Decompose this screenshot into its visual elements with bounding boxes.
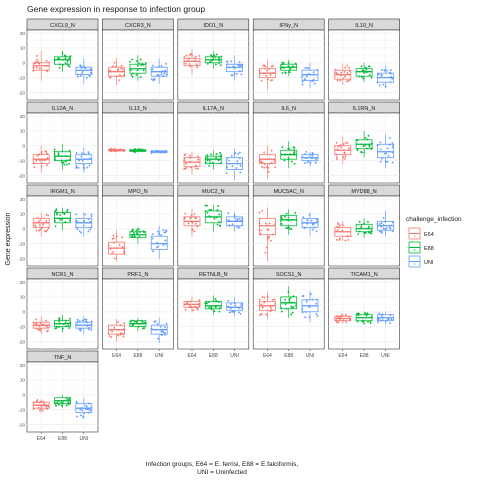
legend-entry: UNI bbox=[424, 260, 434, 266]
box bbox=[226, 302, 244, 311]
box bbox=[376, 143, 394, 159]
y-tick-label: -10 bbox=[18, 407, 25, 412]
box bbox=[183, 57, 201, 67]
box bbox=[301, 69, 319, 82]
facet-label: IL6_N bbox=[281, 106, 296, 112]
facet-label: IRGM1_N bbox=[50, 189, 74, 195]
x-tick-label: E64 bbox=[263, 353, 272, 359]
facet-label: PRF1_N bbox=[127, 272, 148, 278]
y-tick-label: 0 bbox=[22, 61, 25, 66]
y-tick-label: 0 bbox=[22, 310, 25, 315]
y-tick-label: 10 bbox=[20, 129, 26, 134]
x-tick-label: UNI bbox=[306, 353, 315, 359]
box bbox=[54, 211, 71, 224]
facet-label: MUC5AC_N bbox=[274, 189, 304, 195]
legend-entry: E64 bbox=[424, 232, 434, 238]
facet-label: RETNLB_N bbox=[199, 272, 228, 278]
box bbox=[75, 66, 93, 76]
facet-label: MYD88_N bbox=[351, 189, 376, 195]
box bbox=[280, 214, 298, 227]
x-tick-label: UNI bbox=[381, 353, 390, 359]
facet-label: MUC2_N bbox=[202, 189, 225, 195]
x-tick-label: E88 bbox=[133, 353, 142, 359]
x-tick-label: E64 bbox=[338, 353, 347, 359]
x-axis-label: Infection groups, E64 = E. ferrisi, E88 … bbox=[146, 461, 299, 468]
facet-label: IL10_N bbox=[355, 23, 373, 29]
y-tick-label: 10 bbox=[20, 295, 26, 300]
y-tick-label: -20 bbox=[18, 339, 25, 344]
facet-label: IL17A_N bbox=[203, 106, 224, 112]
legend-title: challenge_infection bbox=[406, 216, 462, 223]
facet-label: TICAM1_N bbox=[350, 272, 377, 278]
x-tick-label: UNI bbox=[230, 353, 239, 359]
chart-title: Gene expression in response to infection… bbox=[27, 4, 205, 14]
box bbox=[355, 223, 373, 233]
y-tick-label: -20 bbox=[18, 90, 25, 95]
facet-label: SOCS1_N bbox=[276, 272, 302, 278]
facet-label: IL12A_N bbox=[52, 106, 73, 112]
y-axis-label: Gene expression bbox=[5, 212, 12, 265]
x-tick-label: E64 bbox=[37, 436, 46, 442]
facet-label: IDO1_N bbox=[203, 23, 223, 29]
facet-label: TNF_N bbox=[54, 355, 72, 361]
y-tick-label: 10 bbox=[20, 46, 26, 51]
y-tick-label: 0 bbox=[22, 393, 25, 398]
y-tick-label: -20 bbox=[18, 173, 25, 178]
y-tick-label: -10 bbox=[18, 158, 25, 163]
box bbox=[258, 217, 276, 236]
box bbox=[204, 155, 222, 165]
y-tick-label: 0 bbox=[22, 227, 25, 232]
y-tick-label: 20 bbox=[20, 114, 26, 119]
y-tick-label: -20 bbox=[18, 256, 25, 261]
facet-label: IL1RN_N bbox=[353, 106, 376, 112]
y-tick-label: 10 bbox=[20, 378, 26, 383]
legend-entry: E88 bbox=[424, 246, 434, 252]
x-tick-label: E88 bbox=[209, 353, 218, 359]
box bbox=[204, 300, 222, 310]
facet-label: CXCL9_N bbox=[50, 23, 75, 29]
x-tick-label: E88 bbox=[360, 353, 369, 359]
y-tick-label: -10 bbox=[18, 75, 25, 80]
y-tick-label: 20 bbox=[20, 363, 26, 368]
facet-label: IFNy_N bbox=[279, 23, 298, 29]
y-tick-label: -20 bbox=[18, 422, 25, 427]
x-tick-label: E88 bbox=[284, 353, 293, 359]
box bbox=[54, 56, 71, 65]
x-tick-label: E88 bbox=[58, 436, 67, 442]
y-tick-label: -10 bbox=[18, 241, 25, 246]
x-axis-label: UNI = Uninfected bbox=[197, 469, 247, 476]
box bbox=[32, 62, 50, 71]
x-tick-label: E64 bbox=[188, 353, 197, 359]
y-tick-label: 20 bbox=[20, 31, 26, 36]
x-tick-label: UNI bbox=[155, 353, 164, 359]
x-tick-label: UNI bbox=[79, 436, 88, 442]
y-tick-label: 0 bbox=[22, 144, 25, 149]
y-tick-label: 20 bbox=[20, 197, 26, 202]
box bbox=[150, 235, 168, 251]
y-tick-label: 20 bbox=[20, 280, 26, 285]
facet-label: NCR1_N bbox=[51, 272, 73, 278]
facet-label: CXCR3_N bbox=[125, 23, 151, 29]
y-tick-label: -10 bbox=[18, 324, 25, 329]
facet-label: MPO_N bbox=[128, 189, 148, 195]
facet-label: IL13_N bbox=[129, 106, 147, 112]
x-tick-label: E64 bbox=[112, 353, 121, 359]
box bbox=[226, 63, 244, 73]
box bbox=[355, 68, 373, 77]
y-tick-label: 10 bbox=[20, 212, 26, 217]
